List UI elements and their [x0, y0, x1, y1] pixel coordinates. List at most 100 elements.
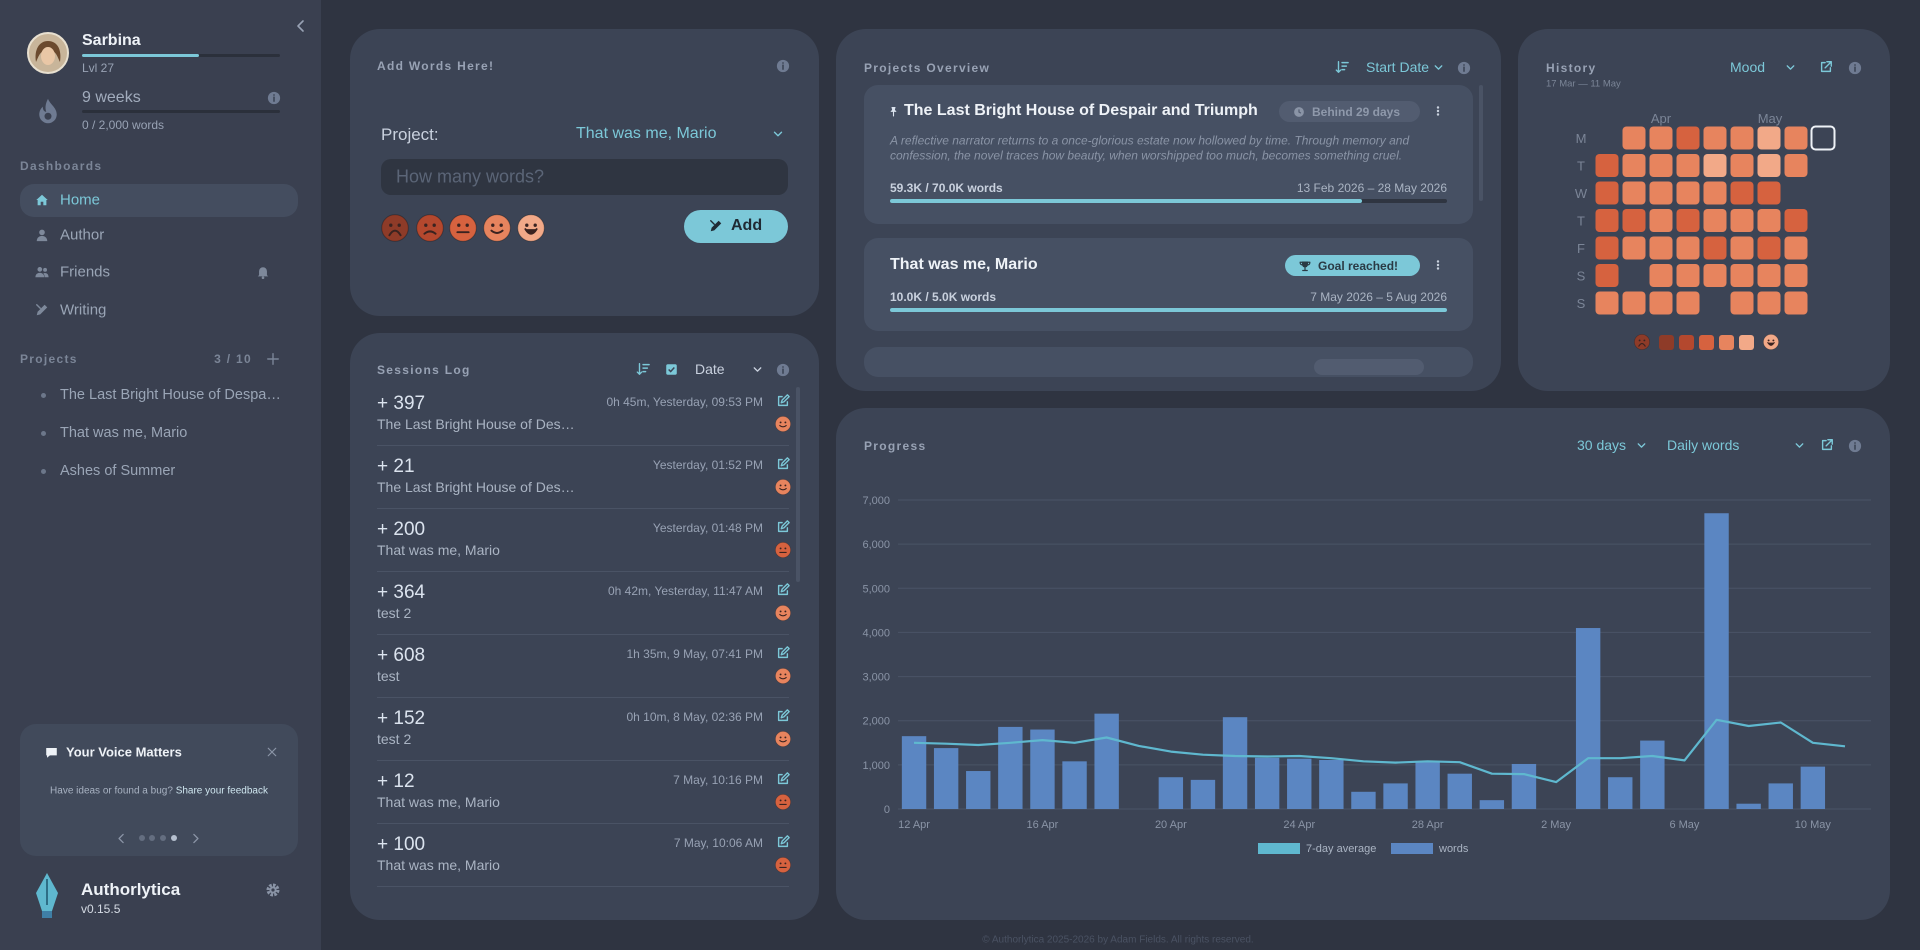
avatar-face	[41, 47, 55, 65]
chevR-icon[interactable]	[189, 832, 202, 845]
info-icon[interactable]	[776, 59, 790, 73]
sort-select[interactable]: Date	[695, 361, 725, 377]
info-icon[interactable]	[1848, 61, 1862, 75]
face-eye	[491, 223, 495, 227]
edit-icon[interactable]	[776, 709, 790, 723]
chev-icon[interactable]	[1432, 61, 1445, 74]
face-eye	[432, 223, 436, 227]
icon-part	[780, 520, 790, 530]
day-label: T	[1577, 214, 1585, 229]
carousel-dot[interactable]	[171, 835, 177, 841]
carousel-dot[interactable]	[160, 835, 166, 841]
info-icon[interactable]	[1848, 439, 1862, 453]
x-tick-label: 24 Apr	[1283, 819, 1315, 831]
icon-part	[1299, 261, 1311, 271]
face-eye	[784, 421, 787, 424]
mood-face-circle	[775, 605, 791, 621]
add-button[interactable]	[684, 210, 788, 243]
project-title: That was me, Mario	[890, 256, 1038, 273]
bar	[1447, 773, 1472, 809]
heatmap-cell	[1703, 126, 1727, 150]
carousel-dot[interactable]	[149, 835, 155, 841]
words-input[interactable]	[381, 159, 788, 195]
icon-part	[1854, 442, 1856, 444]
face-mouth	[1638, 342, 1646, 347]
feedback-link[interactable]: Share your feedback	[175, 785, 268, 797]
close-icon[interactable]	[266, 746, 278, 758]
heatmap-cell	[1784, 209, 1808, 232]
feedback-text-span: Have ideas or found a bug?	[50, 785, 173, 797]
bar	[1511, 763, 1537, 809]
project-select[interactable]: That was me, Mario	[576, 125, 717, 142]
chev-icon[interactable]	[751, 363, 764, 376]
edit-icon[interactable]	[776, 394, 790, 408]
icon-part	[777, 458, 789, 470]
project-card[interactable]: That was me, Mario Goal reached! 10.0K / 5…	[864, 238, 1473, 331]
legend-label: words	[1438, 843, 1469, 855]
plus-icon[interactable]	[266, 352, 280, 366]
metric-select[interactable]: Mood	[1730, 59, 1766, 75]
icon-part	[710, 220, 715, 225]
nav-item[interactable]: Author	[60, 226, 105, 244]
bell-icon[interactable]	[256, 265, 270, 279]
pen-icon	[36, 304, 48, 316]
face-mouth	[1767, 342, 1775, 346]
project-link[interactable]: The Last Bright House of Despair and Tri…	[60, 387, 284, 403]
gear-icon[interactable]	[265, 882, 281, 898]
avatar	[27, 32, 69, 74]
info-icon[interactable]	[776, 363, 790, 377]
share-icon[interactable]	[1820, 438, 1834, 452]
heatmap-cell	[1757, 236, 1781, 260]
face-mouth	[779, 487, 787, 491]
icon-part	[665, 363, 677, 375]
chevL-icon[interactable]	[115, 832, 128, 845]
session-project: That was me, Mario	[377, 794, 500, 810]
icon-part	[1824, 61, 1832, 69]
edit-icon[interactable]	[776, 835, 790, 849]
edit-icon[interactable]	[776, 583, 790, 597]
face-eye	[1772, 339, 1775, 342]
bar	[1800, 766, 1826, 809]
chev-icon[interactable]	[1793, 439, 1806, 452]
kebab-icon[interactable]	[1431, 258, 1445, 272]
mood-face	[775, 416, 791, 432]
edit-icon[interactable]	[776, 457, 790, 471]
info-icon[interactable]	[267, 91, 281, 105]
share-icon[interactable]	[1819, 60, 1833, 74]
icon-part	[1436, 109, 1440, 113]
info-icon[interactable]	[1457, 61, 1471, 75]
nav-item[interactable]: Writing	[60, 301, 107, 319]
sort-select[interactable]: Start Date	[1366, 59, 1430, 75]
project-words: 10.0K / 5.0K words	[890, 290, 997, 304]
range-select[interactable]: 30 days	[1577, 437, 1627, 453]
icon-part	[777, 647, 789, 659]
sort-icon[interactable]	[1335, 60, 1349, 74]
edit-icon[interactable]	[776, 772, 790, 786]
bar	[1608, 777, 1633, 809]
carousel-dot[interactable]	[139, 835, 145, 841]
chev-icon[interactable]	[1784, 61, 1797, 74]
chev-icon[interactable]	[1635, 439, 1648, 452]
nav-item[interactable]: Home	[60, 191, 101, 209]
project-link[interactable]: Ashes of Summer	[60, 463, 176, 479]
project-link[interactable]: That was me, Mario	[60, 425, 188, 441]
chev-icon[interactable]	[771, 127, 785, 141]
nav-item[interactable]: Friends	[60, 263, 111, 281]
project-card[interactable]: The Last Bright House of Despair and Tri…	[864, 85, 1473, 224]
edit-icon[interactable]	[776, 646, 790, 660]
mood-face	[775, 731, 791, 747]
icon-part	[1821, 439, 1833, 451]
edit-icon[interactable]	[776, 520, 790, 534]
chevL-icon[interactable]	[293, 18, 309, 34]
today-cell	[1810, 125, 1836, 151]
kebab-icon[interactable]	[1431, 104, 1445, 118]
mood-face	[775, 542, 791, 558]
badge	[1285, 255, 1420, 276]
users-icon	[35, 267, 49, 278]
icon-part	[117, 833, 124, 843]
metric-select[interactable]: Daily words	[1667, 437, 1740, 453]
check-icon[interactable]	[665, 363, 678, 376]
face-mouth	[423, 230, 437, 235]
face-eye	[499, 223, 503, 227]
sort-icon[interactable]	[636, 362, 650, 376]
